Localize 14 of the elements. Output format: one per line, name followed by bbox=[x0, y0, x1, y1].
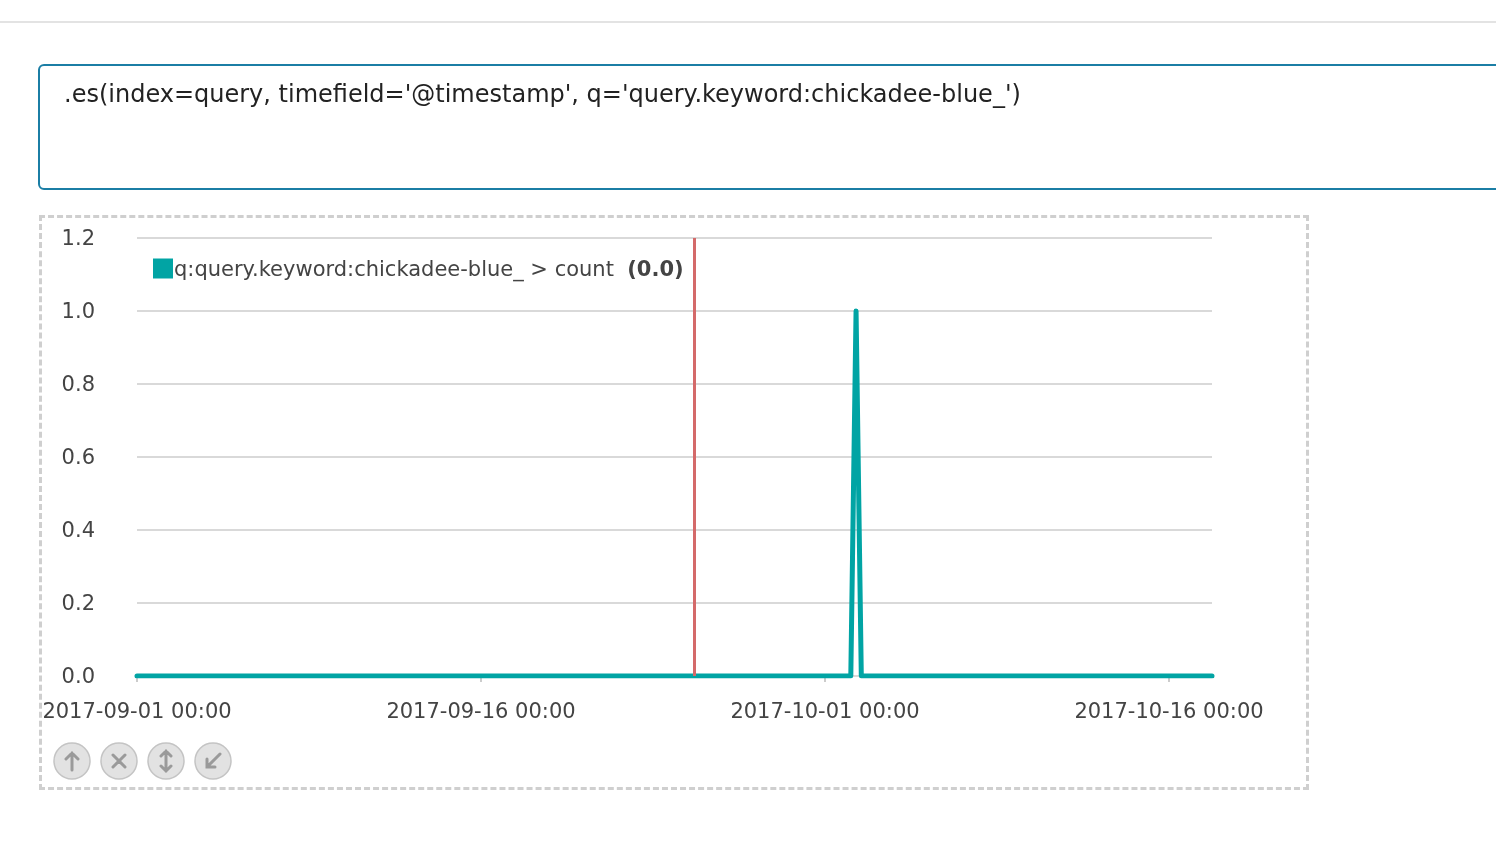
y-tick-label: 0.8 bbox=[61, 372, 95, 396]
chart-title: .es(index=query, timefield='@timestamp', q='query.keyword:chickadee-blue_') bbox=[64, 79, 1021, 110]
y-tick-label: 1.2 bbox=[61, 226, 95, 250]
legend-label: q:query.keyword:chickadee-blue_ > count bbox=[174, 256, 628, 282]
x-tick-label: 2017-09-01 00:00 bbox=[42, 698, 232, 723]
y-tick-label: 0.6 bbox=[61, 445, 95, 469]
annotation: (0.0) bbox=[627, 256, 684, 281]
y-tick-label: 0.0 bbox=[61, 664, 95, 688]
y-tick-label: 1.0 bbox=[61, 299, 95, 323]
x-tick-label: 2017-10-16 00:00 bbox=[1074, 698, 1264, 723]
y-tick-label: 0.4 bbox=[61, 518, 95, 542]
x-tick-label: 2017-09-16 00:00 bbox=[386, 698, 576, 723]
x-tick-label: 2017-10-01 00:00 bbox=[730, 698, 920, 723]
y-tick-label: 0.2 bbox=[61, 591, 95, 615]
